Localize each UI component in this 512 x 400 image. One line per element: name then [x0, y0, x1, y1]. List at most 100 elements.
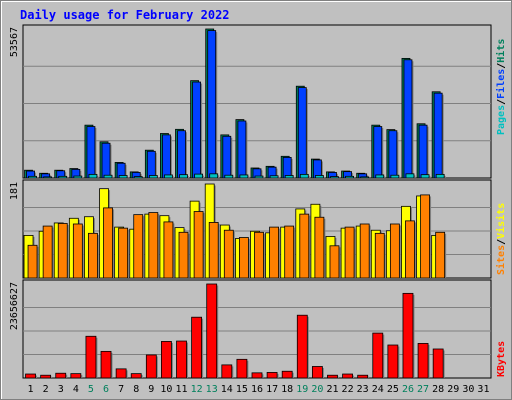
series-sites — [27, 194, 447, 279]
bar-sites-day-21 — [329, 245, 340, 279]
bar-pages-day-6 — [103, 174, 113, 179]
bar-kbytes-day-9 — [145, 354, 157, 379]
bar-pages-day-13 — [209, 173, 219, 179]
bar-sites-day-28 — [435, 231, 446, 279]
bar-kbytes-day-28 — [432, 348, 444, 379]
x-tick-label: 8 — [133, 384, 139, 395]
legend-item-hits: Hits — [495, 39, 507, 63]
bar-kbytes-day-7 — [115, 368, 127, 379]
bar-sites-day-13 — [208, 222, 219, 279]
bar-pages-day-14 — [224, 174, 234, 179]
bar-pages-day-28 — [435, 173, 445, 179]
bar-kbytes-day-17 — [266, 372, 278, 379]
bar-pages-day-18 — [284, 175, 294, 179]
chart-title: Daily usage for February 2022 — [20, 8, 230, 22]
bar-kbytes-day-6 — [100, 350, 112, 379]
bar-pages-day-22 — [345, 175, 354, 179]
x-tick-label: 21 — [326, 384, 338, 395]
bar-sites-day-10 — [163, 221, 174, 279]
bar-pages-day-20 — [314, 175, 324, 179]
legend-separator: / — [496, 63, 507, 69]
bar-pages-day-11 — [179, 174, 188, 179]
bar-kbytes-day-18 — [281, 370, 293, 379]
bar-files-day-24 — [373, 126, 383, 179]
bar-files-day-27 — [418, 124, 428, 179]
panel-kbytes: 23656627 — [9, 279, 492, 379]
bar-pages-day-24 — [375, 174, 385, 179]
x-tick-label: 19 — [296, 384, 308, 395]
x-tick-label: 10 — [160, 384, 172, 395]
x-tick-label: 2 — [43, 384, 49, 395]
x-tick-label: 7 — [118, 384, 124, 395]
x-tick-label: 31 — [477, 384, 489, 395]
bar-sites-day-6 — [103, 207, 113, 279]
legend-item-files: Files — [495, 69, 507, 99]
bar-sites-day-23 — [359, 223, 370, 279]
bar-kbytes-day-16 — [251, 372, 263, 379]
legend-item-pages: Pages — [496, 105, 507, 135]
panel-visits-sites: 181 — [9, 179, 492, 279]
bar-kbytes-day-26 — [402, 292, 414, 379]
bar-sites-day-3 — [57, 223, 68, 279]
x-tick-label: 12 — [191, 384, 203, 395]
bar-pages-day-9 — [148, 175, 158, 179]
bar-sites-day-18 — [284, 225, 295, 279]
bar-files-day-28 — [433, 92, 443, 179]
bar-sites-day-4 — [72, 223, 83, 279]
bar-pages-day-3 — [58, 175, 68, 179]
bar-kbytes-day-15 — [236, 358, 248, 379]
bar-sites-day-7 — [118, 227, 129, 279]
bar-files-day-19 — [297, 87, 307, 179]
bar-kbytes-day-21 — [327, 374, 338, 379]
bar-sites-day-24 — [374, 232, 385, 279]
bar-sites-day-9 — [148, 212, 159, 279]
x-tick-label: 18 — [281, 384, 293, 395]
bar-files-day-15 — [237, 120, 247, 179]
bar-files-day-25 — [388, 130, 398, 179]
y-axis-max-label: 181 — [9, 182, 20, 200]
legend-top: Pages/Files/Hits — [495, 39, 507, 135]
bar-pages-day-27 — [420, 174, 430, 179]
bar-files-day-6 — [101, 142, 111, 179]
bar-pages-day-19 — [299, 173, 309, 179]
x-tick-label: 29 — [447, 384, 459, 395]
bar-kbytes-day-3 — [55, 372, 67, 379]
bar-kbytes-day-13 — [206, 283, 218, 379]
bar-pages-day-5 — [88, 173, 98, 179]
bar-sites-day-17 — [269, 226, 279, 279]
bar-pages-day-15 — [239, 174, 249, 179]
x-tick-label: 4 — [73, 384, 79, 395]
bar-sites-day-16 — [254, 231, 264, 279]
bar-pages-day-23 — [360, 176, 370, 179]
bar-pages-day-16 — [254, 175, 264, 179]
bar-kbytes-day-24 — [372, 332, 384, 379]
bar-files-day-11 — [177, 130, 186, 179]
bar-pages-day-12 — [194, 173, 204, 179]
bar-sites-day-1 — [27, 244, 38, 279]
legend-item-visits: Visits — [495, 203, 507, 239]
bar-kbytes-day-12 — [191, 316, 203, 379]
bar-pages-day-17 — [269, 175, 279, 179]
x-tick-label: 13 — [206, 384, 218, 395]
x-tick-label: 16 — [251, 384, 263, 395]
bar-kbytes-day-1 — [25, 373, 36, 379]
bar-pages-day-1 — [28, 175, 37, 179]
x-tick-label: 25 — [387, 384, 399, 395]
bar-pages-day-21 — [330, 176, 339, 179]
legend-separator: / — [496, 99, 507, 105]
x-tick-label: 28 — [432, 384, 444, 395]
x-tick-label: 1 — [28, 384, 34, 395]
bar-kbytes-day-25 — [387, 344, 399, 379]
y-axis-max-label: 53567 — [9, 27, 20, 57]
bar-kbytes-day-2 — [40, 374, 52, 379]
x-tick-label: 6 — [103, 384, 109, 395]
bar-kbytes-day-19 — [296, 314, 308, 379]
x-tick-label: 9 — [148, 384, 154, 395]
bar-files-day-12 — [192, 81, 202, 179]
x-tick-label: 20 — [311, 384, 323, 395]
bar-sites-day-11 — [178, 231, 189, 279]
x-tick-label: 23 — [357, 384, 369, 395]
bar-sites-day-14 — [223, 229, 234, 279]
x-tick-label: 30 — [462, 384, 474, 395]
